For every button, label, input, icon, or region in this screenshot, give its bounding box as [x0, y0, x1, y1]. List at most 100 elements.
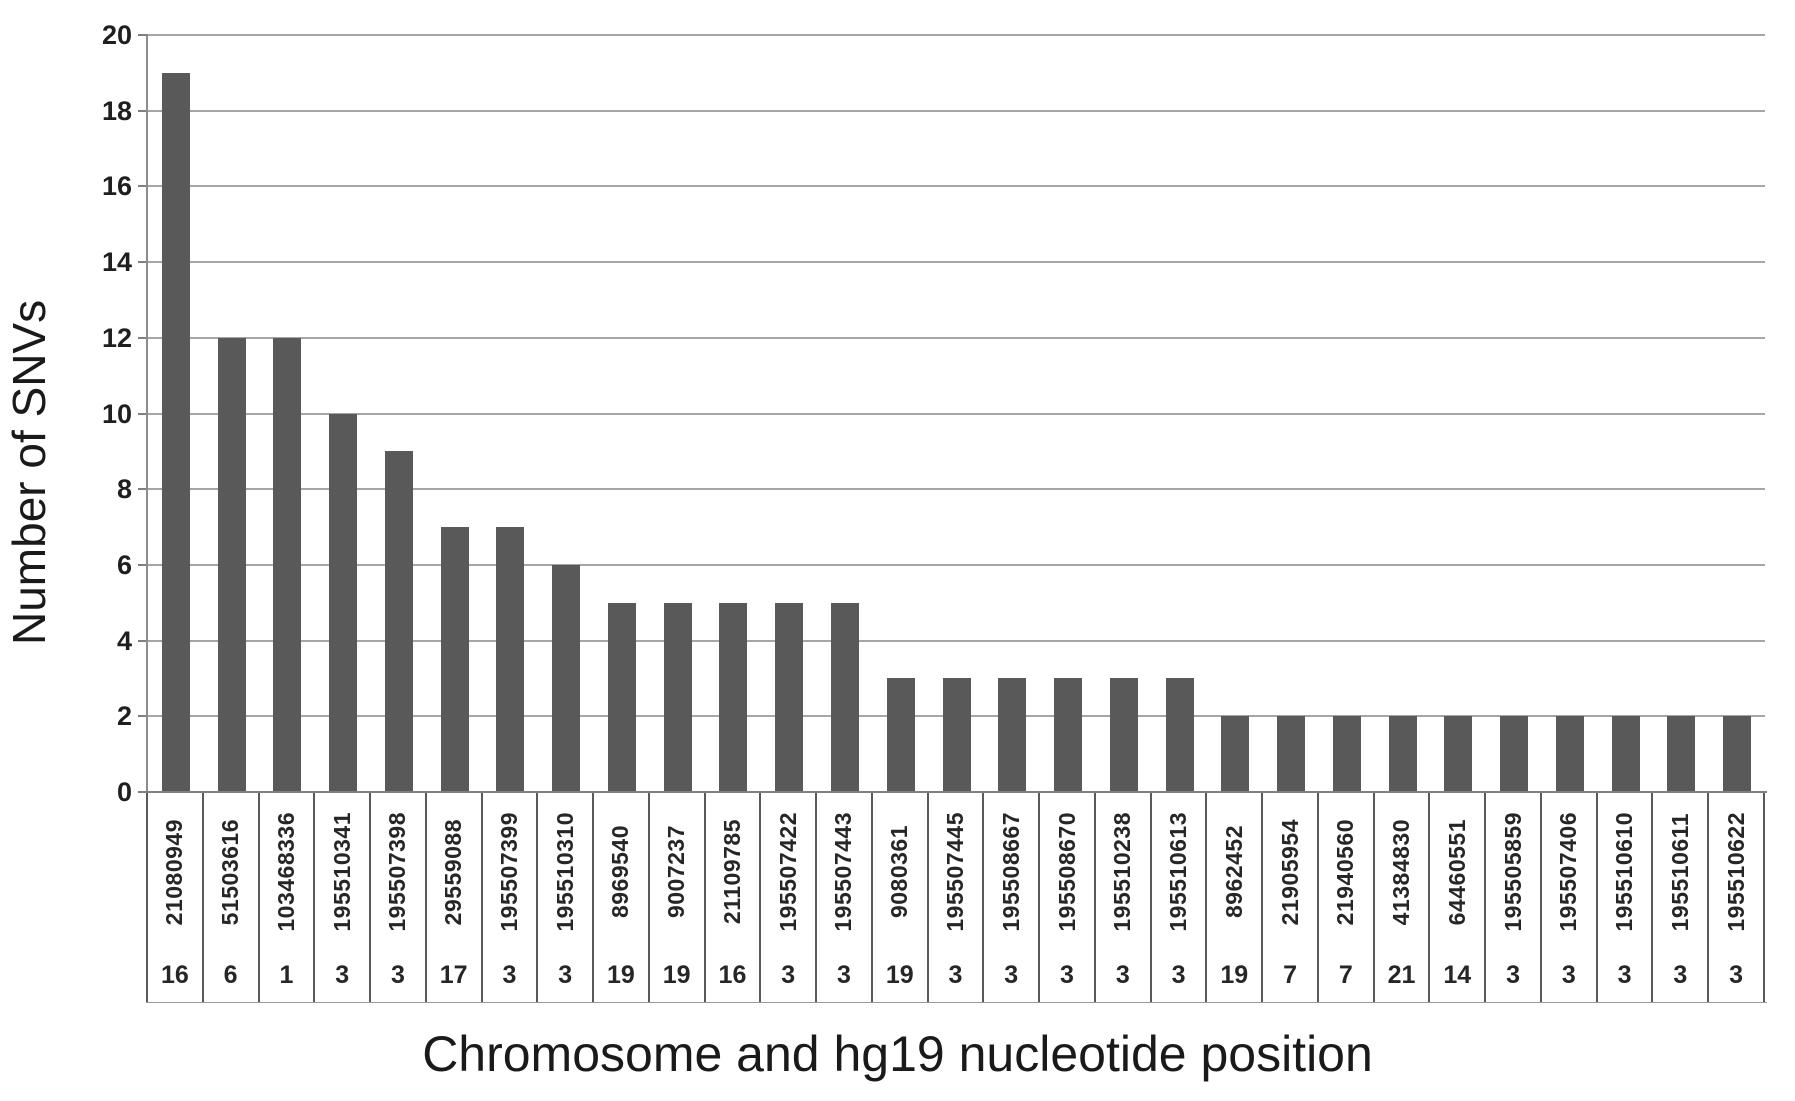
chromosome-label: 3	[390, 961, 405, 989]
position-label: 195507443	[830, 812, 857, 932]
position-label-wrap: 195505859	[1500, 793, 1527, 951]
y-tick-label: 6	[116, 549, 132, 580]
category-cell: 51503616 6	[201, 793, 258, 1002]
gridline	[148, 412, 1765, 415]
chromosome-label-wrap: 3	[558, 951, 572, 1000]
x-axis-title: Chromosome and hg19 nucleotide position	[422, 1026, 1373, 1082]
chromosome-label: 21	[1387, 961, 1416, 989]
chromosome-label-wrap: 19	[1220, 951, 1248, 1000]
y-tick-label: 8	[116, 474, 132, 505]
chromosome-label: 19	[885, 961, 914, 989]
category-cell: 41384830 21	[1372, 793, 1429, 1002]
position-label-wrap: 8969540	[607, 793, 634, 951]
category-cell: 195510610 3	[1595, 793, 1652, 1002]
chromosome-label: 14	[1443, 961, 1472, 989]
bar	[1444, 716, 1473, 791]
position-label: 41384830	[1388, 818, 1415, 926]
position-label-wrap: 195510613	[1165, 793, 1192, 951]
position-label: 195507422	[774, 812, 801, 932]
bar	[1611, 716, 1640, 791]
position-label: 195508670	[1053, 812, 1080, 932]
y-tick-label: 0	[116, 777, 132, 807]
gridline	[148, 34, 1765, 36]
gridline	[148, 488, 1765, 491]
position-label: 195510622	[1722, 812, 1749, 932]
gridline	[148, 261, 1765, 264]
y-tick-label: 12	[101, 322, 132, 353]
position-label: 51503616	[217, 818, 244, 926]
category-cell: 195505859 3	[1484, 793, 1540, 1002]
category-cell: 103468336 1	[257, 793, 314, 1002]
position-label: 195510310	[551, 812, 578, 932]
y-tick-label: 2	[116, 701, 132, 732]
position-label-wrap: 195507399	[496, 793, 523, 951]
category-cell: 195507398 3	[369, 793, 425, 1002]
position-label-wrap: 21940560	[1332, 793, 1359, 951]
y-tick-mark	[138, 791, 148, 793]
position-label: 21940560	[1332, 818, 1359, 926]
chromosome-label: 3	[335, 961, 350, 989]
chromosome-label-wrap: 14	[1443, 951, 1471, 1000]
category-cell: 9007237 19	[647, 793, 704, 1002]
position-label-wrap: 195507406	[1555, 793, 1582, 951]
position-label: 8962452	[1220, 825, 1247, 919]
chromosome-label: 16	[160, 961, 189, 989]
gridline	[148, 336, 1765, 339]
position-label: 21109785	[718, 819, 745, 925]
chromosome-label: 6	[223, 961, 238, 989]
chromosome-label-wrap: 3	[1060, 951, 1074, 1000]
category-cell: 64460551 14	[1428, 793, 1484, 1002]
chromosome-label-wrap: 17	[440, 951, 468, 1000]
position-label-wrap: 195510611	[1667, 793, 1694, 951]
position-label-wrap: 9080361	[886, 793, 913, 951]
bar	[1221, 716, 1250, 791]
position-label: 9007237	[663, 825, 690, 919]
position-label-wrap: 195508667	[998, 793, 1025, 951]
y-axis-title: Number of SNVs	[3, 299, 55, 646]
chromosome-label-wrap: 7	[1339, 951, 1353, 1000]
category-cell: 195508670 3	[1038, 793, 1094, 1002]
bar	[1555, 716, 1584, 791]
chromosome-label: 3	[558, 961, 573, 989]
chromosome-label: 3	[781, 961, 796, 989]
bar	[496, 527, 525, 791]
position-label: 195505859	[1499, 812, 1526, 932]
bar	[440, 527, 469, 791]
position-label: 195510610	[1611, 812, 1638, 932]
category-cell: 195510613 3	[1149, 793, 1206, 1002]
chromosome-label: 3	[1673, 961, 1688, 989]
position-label-wrap: 195507443	[830, 793, 857, 951]
y-tick-label: 16	[101, 171, 132, 202]
position-label-wrap: 195510341	[329, 793, 356, 951]
position-label: 195507406	[1555, 812, 1582, 932]
chromosome-label: 19	[662, 961, 691, 989]
chromosome-label-wrap: 3	[837, 951, 851, 1000]
category-cell: 21940560 7	[1316, 793, 1373, 1002]
chromosome-label: 3	[837, 961, 851, 989]
position-label: 195510611	[1666, 812, 1693, 932]
y-tick-mark	[138, 639, 148, 642]
y-tick-label: 20	[101, 20, 132, 50]
chromosome-label: 3	[1729, 961, 1744, 989]
bar	[830, 602, 859, 791]
chromosome-label: 3	[1115, 961, 1130, 989]
position-label: 195510613	[1165, 812, 1192, 932]
bar	[719, 602, 748, 791]
chromosome-label: 19	[607, 961, 635, 989]
y-tick-mark	[138, 412, 148, 415]
gridline	[148, 563, 1765, 566]
chromosome-label-wrap: 3	[1172, 951, 1186, 1000]
position-label-wrap: 195510610	[1611, 793, 1638, 951]
chromosome-label: 3	[1561, 961, 1576, 989]
y-tick-mark	[138, 34, 148, 36]
chromosome-label: 7	[1283, 961, 1297, 989]
chromosome-label: 7	[1338, 961, 1353, 989]
category-cell: 21080949 16	[146, 793, 202, 1002]
category-cell: 195507406 3	[1539, 793, 1596, 1002]
bar	[329, 413, 358, 791]
position-label: 195507398	[384, 812, 411, 932]
y-tick-label: 10	[101, 398, 132, 429]
bar	[273, 337, 302, 791]
category-cell: 195507422 3	[759, 793, 815, 1002]
position-label-wrap: 21109785	[719, 793, 746, 951]
